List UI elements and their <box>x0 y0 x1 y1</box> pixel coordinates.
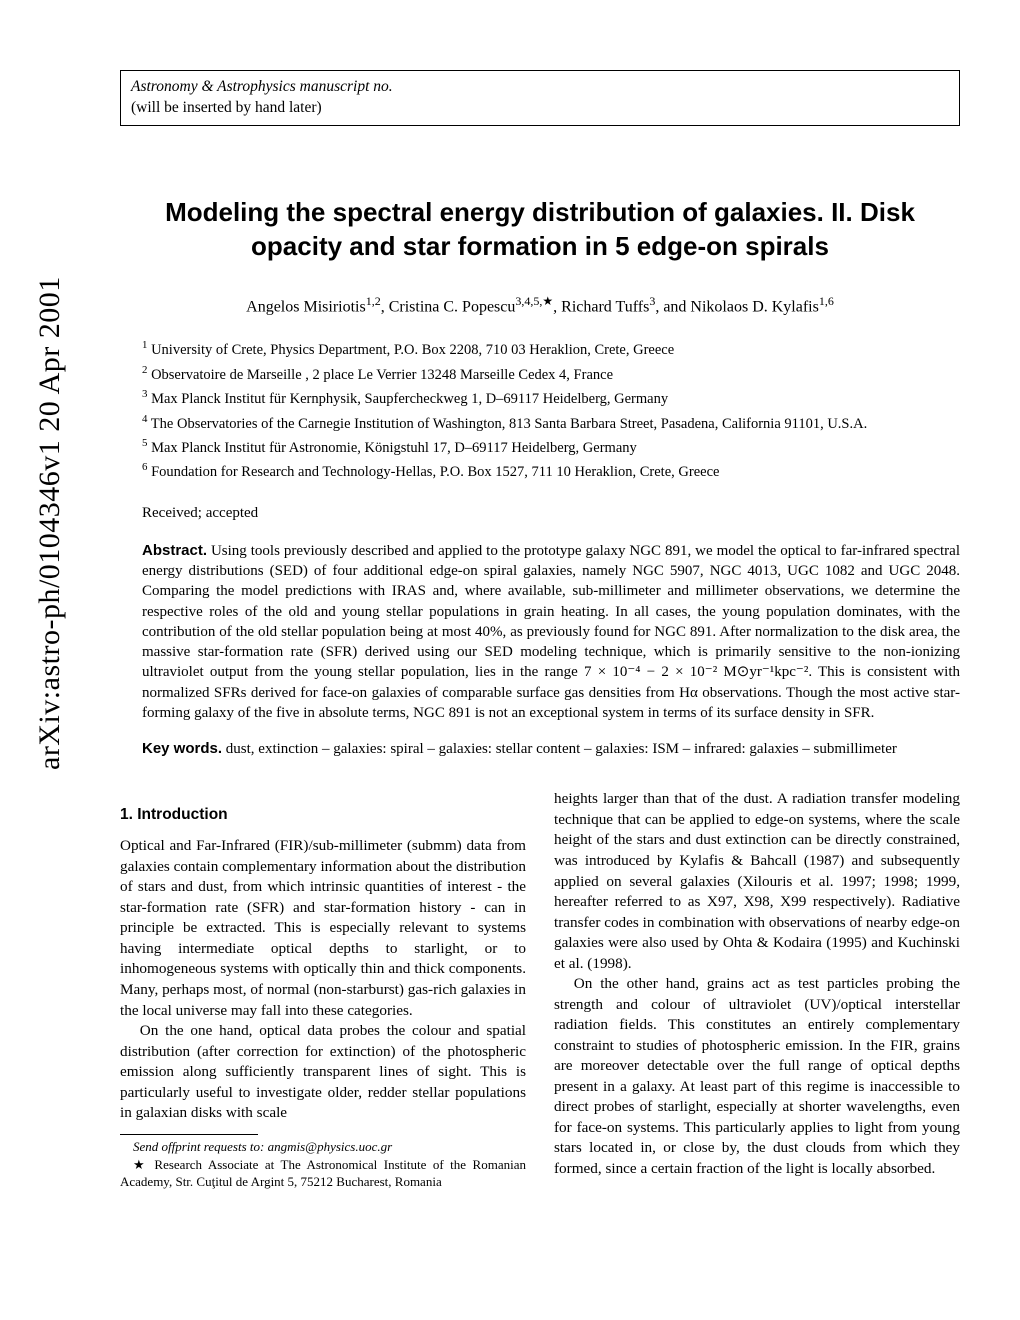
page: arXiv:astro-ph/0104346v1 20 Apr 2001 Ast… <box>0 0 1020 1231</box>
affiliations-list: 1 University of Crete, Physics Departmen… <box>142 338 960 482</box>
affiliation-item: 4 The Observatories of the Carnegie Inst… <box>142 412 960 434</box>
paragraph-3: heights larger than that of the dust. A … <box>554 789 960 974</box>
authors-line: Angelos Misiriotis1,2, Cristina C. Popes… <box>120 293 960 318</box>
header-line-1: Astronomy & Astrophysics manuscript no. <box>131 77 949 98</box>
body-columns: 1. Introduction Optical and Far-Infrared… <box>120 789 960 1191</box>
received-accepted: Received; accepted <box>142 503 960 523</box>
affiliation-item: 2 Observatoire de Marseille , 2 place Le… <box>142 363 960 385</box>
keywords-label: Key words. <box>142 740 222 757</box>
abstract-text: Using tools previously described and app… <box>142 543 960 721</box>
affiliation-item: 6 Foundation for Research and Technology… <box>142 460 960 482</box>
paper-title: Modeling the spectral energy distributio… <box>120 196 960 264</box>
affiliation-abstract-block: 1 University of Crete, Physics Departmen… <box>142 338 960 759</box>
keywords-text: dust, extinction – galaxies: spiral – ga… <box>226 741 897 757</box>
footnotes: Send offprint requests to: angmis@physic… <box>120 1139 526 1192</box>
section-1-heading: 1. Introduction <box>120 805 526 826</box>
keywords-block: Key words. dust, extinction – galaxies: … <box>142 739 960 759</box>
affiliation-item: 3 Max Planck Institut für Kernphysik, Sa… <box>142 387 960 409</box>
affiliation-item: 5 Max Planck Institut für Astronomie, Kö… <box>142 436 960 458</box>
footnote-rule <box>120 1134 258 1135</box>
paragraph-1: Optical and Far-Infrared (FIR)/sub-milli… <box>120 836 526 1021</box>
footnote-star: ★ Research Associate at The Astronomical… <box>120 1157 526 1191</box>
affiliation-item: 1 University of Crete, Physics Departmen… <box>142 338 960 360</box>
abstract-label: Abstract. <box>142 542 207 559</box>
abstract-block: Abstract. Using tools previously describ… <box>142 541 960 723</box>
paragraph-2: On the one hand, optical data probes the… <box>120 1021 526 1124</box>
paragraph-4: On the other hand, grains act as test pa… <box>554 974 960 1179</box>
arxiv-stamp: arXiv:astro-ph/0104346v1 20 Apr 2001 <box>30 276 71 770</box>
footnote-offprint: Send offprint requests to: angmis@physic… <box>120 1139 526 1156</box>
header-line-2: (will be inserted by hand later) <box>131 98 949 119</box>
manuscript-header-box: Astronomy & Astrophysics manuscript no. … <box>120 70 960 126</box>
